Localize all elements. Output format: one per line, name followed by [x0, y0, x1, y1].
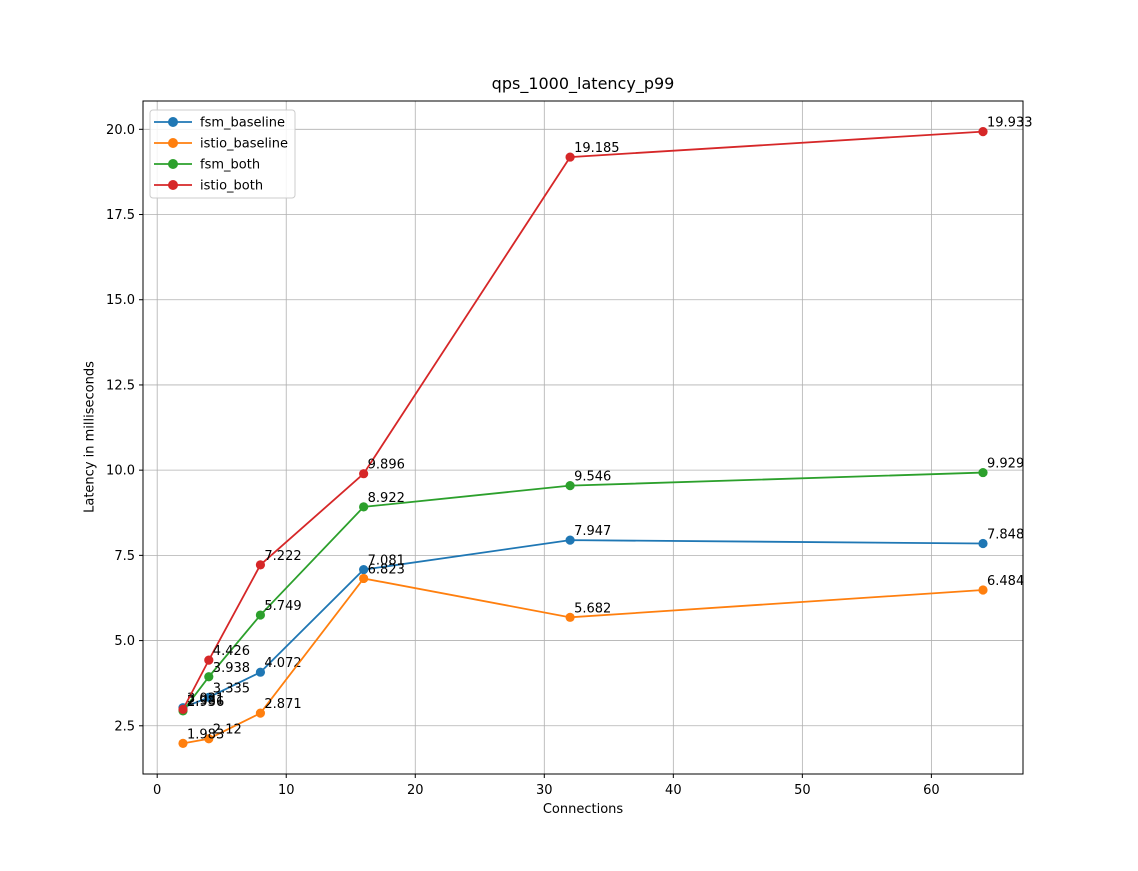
legend-label-fsm_baseline: fsm_baseline — [200, 116, 285, 131]
point-label-istio_baseline: 6.823 — [368, 562, 405, 577]
point-label-fsm_both: 8.922 — [368, 491, 405, 506]
x-tick-label: 0 — [153, 783, 161, 798]
axes-background — [143, 101, 1023, 774]
data-point-fsm_baseline — [359, 565, 369, 575]
point-label-istio_baseline: 2.871 — [264, 697, 301, 712]
point-label-istio_both: 19.933 — [987, 116, 1033, 131]
y-tick-label: 20.0 — [106, 123, 135, 138]
y-tick-label: 15.0 — [106, 293, 135, 308]
x-tick-label: 50 — [794, 783, 811, 798]
data-point-fsm_baseline — [204, 692, 214, 702]
point-label-fsm_baseline: 7.848 — [987, 528, 1024, 543]
y-tick-label: 5.0 — [114, 634, 135, 649]
data-point-istio_both — [359, 469, 369, 479]
data-point-istio_baseline — [204, 734, 214, 744]
axes-spines — [142, 100, 1024, 775]
x-tick-label: 40 — [665, 783, 682, 798]
x-axis-label: Connections — [542, 802, 624, 817]
legend-marker-fsm_baseline — [168, 117, 178, 127]
point-label-fsm_both: 5.749 — [264, 599, 301, 614]
x-tick-label: 10 — [278, 783, 295, 798]
series-line-istio_both — [182, 130, 984, 710]
data-point-istio_baseline — [255, 708, 266, 718]
point-label-fsm_both: 9.546 — [574, 470, 611, 485]
x-tick-label: 60 — [923, 783, 940, 798]
point-label-fsm_baseline: 3.335 — [213, 681, 250, 696]
point-label-istio_baseline: 5.682 — [574, 601, 611, 616]
y-tick-label: 17.5 — [106, 208, 135, 223]
x-tick-label: 30 — [536, 783, 553, 798]
data-point-istio_baseline — [178, 738, 188, 749]
data-point-istio_both — [204, 655, 214, 665]
legend-marker-istio_both — [168, 180, 178, 190]
legend-marker-fsm_both — [168, 159, 178, 169]
legend-box — [149, 109, 296, 199]
data-point-fsm_both — [978, 467, 988, 478]
point-label-fsm_both: 9.929 — [987, 457, 1024, 472]
data-point-fsm_baseline — [565, 535, 575, 545]
y-tick-label: 2.5 — [114, 719, 135, 734]
y-tick-label: 7.5 — [114, 549, 135, 564]
point-label-fsm_both: 2.936 — [187, 695, 224, 710]
point-label-istio_both: 19.185 — [574, 141, 620, 156]
point-label-fsm_baseline: 4.072 — [264, 656, 301, 671]
point-label-istio_baseline: 1.983 — [187, 727, 224, 742]
point-label-istio_both: 4.426 — [213, 644, 250, 659]
data-point-fsm_baseline — [255, 667, 266, 677]
point-label-fsm_baseline: 7.947 — [574, 524, 611, 539]
point-label-fsm_baseline: 7.081 — [368, 554, 405, 569]
data-point-istio_baseline — [359, 573, 369, 584]
data-point-fsm_both — [255, 610, 266, 620]
point-label-istio_both: 2.981 — [187, 693, 224, 708]
chart-title: qps_1000_latency_p99 — [491, 74, 675, 93]
y-tick-label: 10.0 — [106, 464, 135, 479]
legend-label-istio_both: istio_both — [200, 179, 263, 194]
data-point-istio_baseline — [978, 585, 988, 595]
data-point-istio_both — [255, 560, 266, 570]
point-label-istio_both: 7.222 — [264, 549, 301, 564]
data-point-istio_both — [978, 126, 988, 137]
data-point-fsm_both — [204, 672, 214, 682]
x-tick-label: 20 — [407, 783, 424, 798]
data-point-istio_baseline — [565, 612, 575, 622]
legend-marker-istio_baseline — [168, 138, 178, 148]
point-label-fsm_baseline: 3.031 — [187, 692, 224, 707]
point-label-istio_baseline: 2.12 — [213, 723, 242, 738]
point-label-fsm_both: 3.938 — [213, 661, 250, 676]
y-axis-label: Latency in milliseconds — [82, 361, 98, 513]
legend-label-fsm_both: fsm_both — [200, 158, 260, 173]
legend-label-istio_baseline: istio_baseline — [200, 137, 288, 152]
data-point-fsm_baseline — [978, 538, 988, 549]
data-point-fsm_both — [565, 481, 575, 491]
data-point-istio_both — [565, 152, 575, 162]
data-point-istio_both — [178, 704, 188, 714]
point-label-istio_both: 9.896 — [368, 458, 405, 473]
point-label-istio_baseline: 6.484 — [987, 574, 1024, 589]
data-point-fsm_both — [359, 502, 369, 512]
y-tick-label: 12.5 — [106, 378, 135, 393]
series-line-fsm_baseline — [182, 539, 984, 709]
series-line-fsm_both — [182, 471, 984, 712]
